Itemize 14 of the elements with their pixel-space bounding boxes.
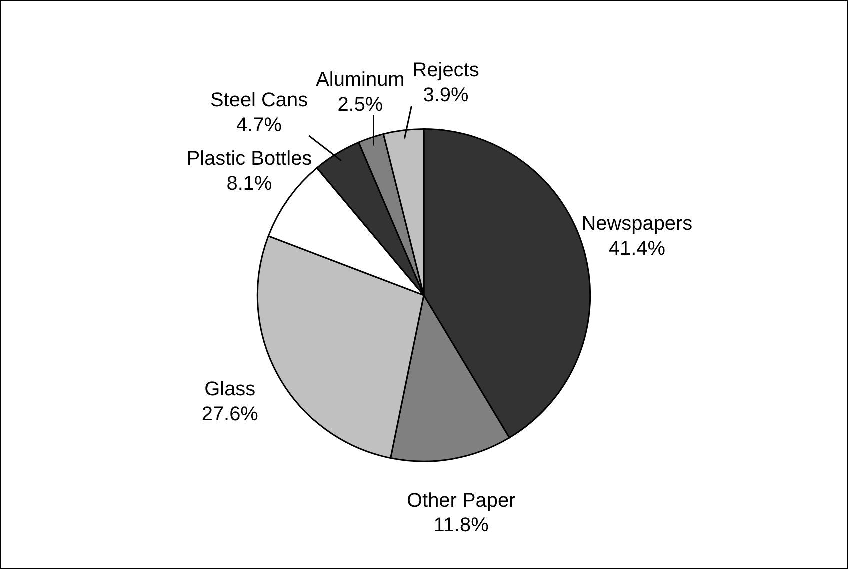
slice-label: Newspapers [582, 213, 693, 236]
slice-label: Steel Cans [210, 90, 308, 112]
slice-label: Glass [204, 378, 256, 400]
data-label: 41.4% [608, 238, 666, 260]
slice-label: Other Paper [407, 490, 516, 512]
data-label: 8.1% [226, 172, 272, 195]
data-label: 4.7% [236, 114, 282, 136]
data-label: 27.6% [202, 403, 259, 426]
slice-label: Rejects [412, 60, 480, 82]
slice-label: Plastic Bottles [186, 148, 312, 170]
data-label: 11.8% [434, 514, 490, 537]
data-label: 3.9% [423, 84, 470, 107]
slice-label: Aluminum [316, 69, 405, 92]
data-label: 2.5% [338, 94, 384, 116]
